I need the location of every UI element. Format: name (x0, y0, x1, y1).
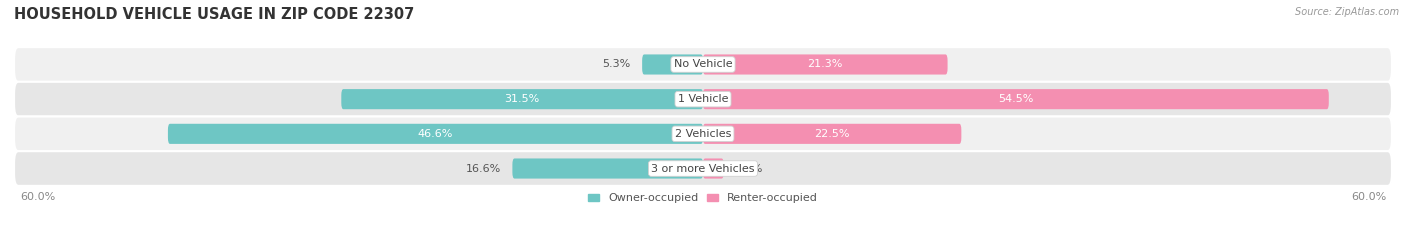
FancyBboxPatch shape (14, 47, 1392, 82)
FancyBboxPatch shape (342, 89, 703, 109)
Text: No Vehicle: No Vehicle (673, 59, 733, 69)
Text: 5.3%: 5.3% (602, 59, 631, 69)
FancyBboxPatch shape (167, 124, 703, 144)
FancyBboxPatch shape (512, 158, 703, 178)
Text: 2 Vehicles: 2 Vehicles (675, 129, 731, 139)
Text: 21.3%: 21.3% (807, 59, 844, 69)
FancyBboxPatch shape (14, 82, 1392, 116)
Text: 54.5%: 54.5% (998, 94, 1033, 104)
Text: 3 or more Vehicles: 3 or more Vehicles (651, 164, 755, 174)
FancyBboxPatch shape (14, 116, 1392, 151)
Text: 31.5%: 31.5% (505, 94, 540, 104)
Text: Source: ZipAtlas.com: Source: ZipAtlas.com (1295, 7, 1399, 17)
FancyBboxPatch shape (643, 55, 703, 75)
FancyBboxPatch shape (703, 124, 962, 144)
Text: 22.5%: 22.5% (814, 129, 849, 139)
FancyBboxPatch shape (703, 89, 1329, 109)
Text: HOUSEHOLD VEHICLE USAGE IN ZIP CODE 22307: HOUSEHOLD VEHICLE USAGE IN ZIP CODE 2230… (14, 7, 415, 22)
FancyBboxPatch shape (703, 55, 948, 75)
Text: 16.6%: 16.6% (465, 164, 501, 174)
FancyBboxPatch shape (14, 151, 1392, 186)
Text: 46.6%: 46.6% (418, 129, 453, 139)
Text: 60.0%: 60.0% (20, 192, 55, 202)
Text: 1.8%: 1.8% (735, 164, 763, 174)
Text: 1 Vehicle: 1 Vehicle (678, 94, 728, 104)
FancyBboxPatch shape (703, 158, 724, 178)
Text: 60.0%: 60.0% (1351, 192, 1386, 202)
Legend: Owner-occupied, Renter-occupied: Owner-occupied, Renter-occupied (588, 193, 818, 203)
